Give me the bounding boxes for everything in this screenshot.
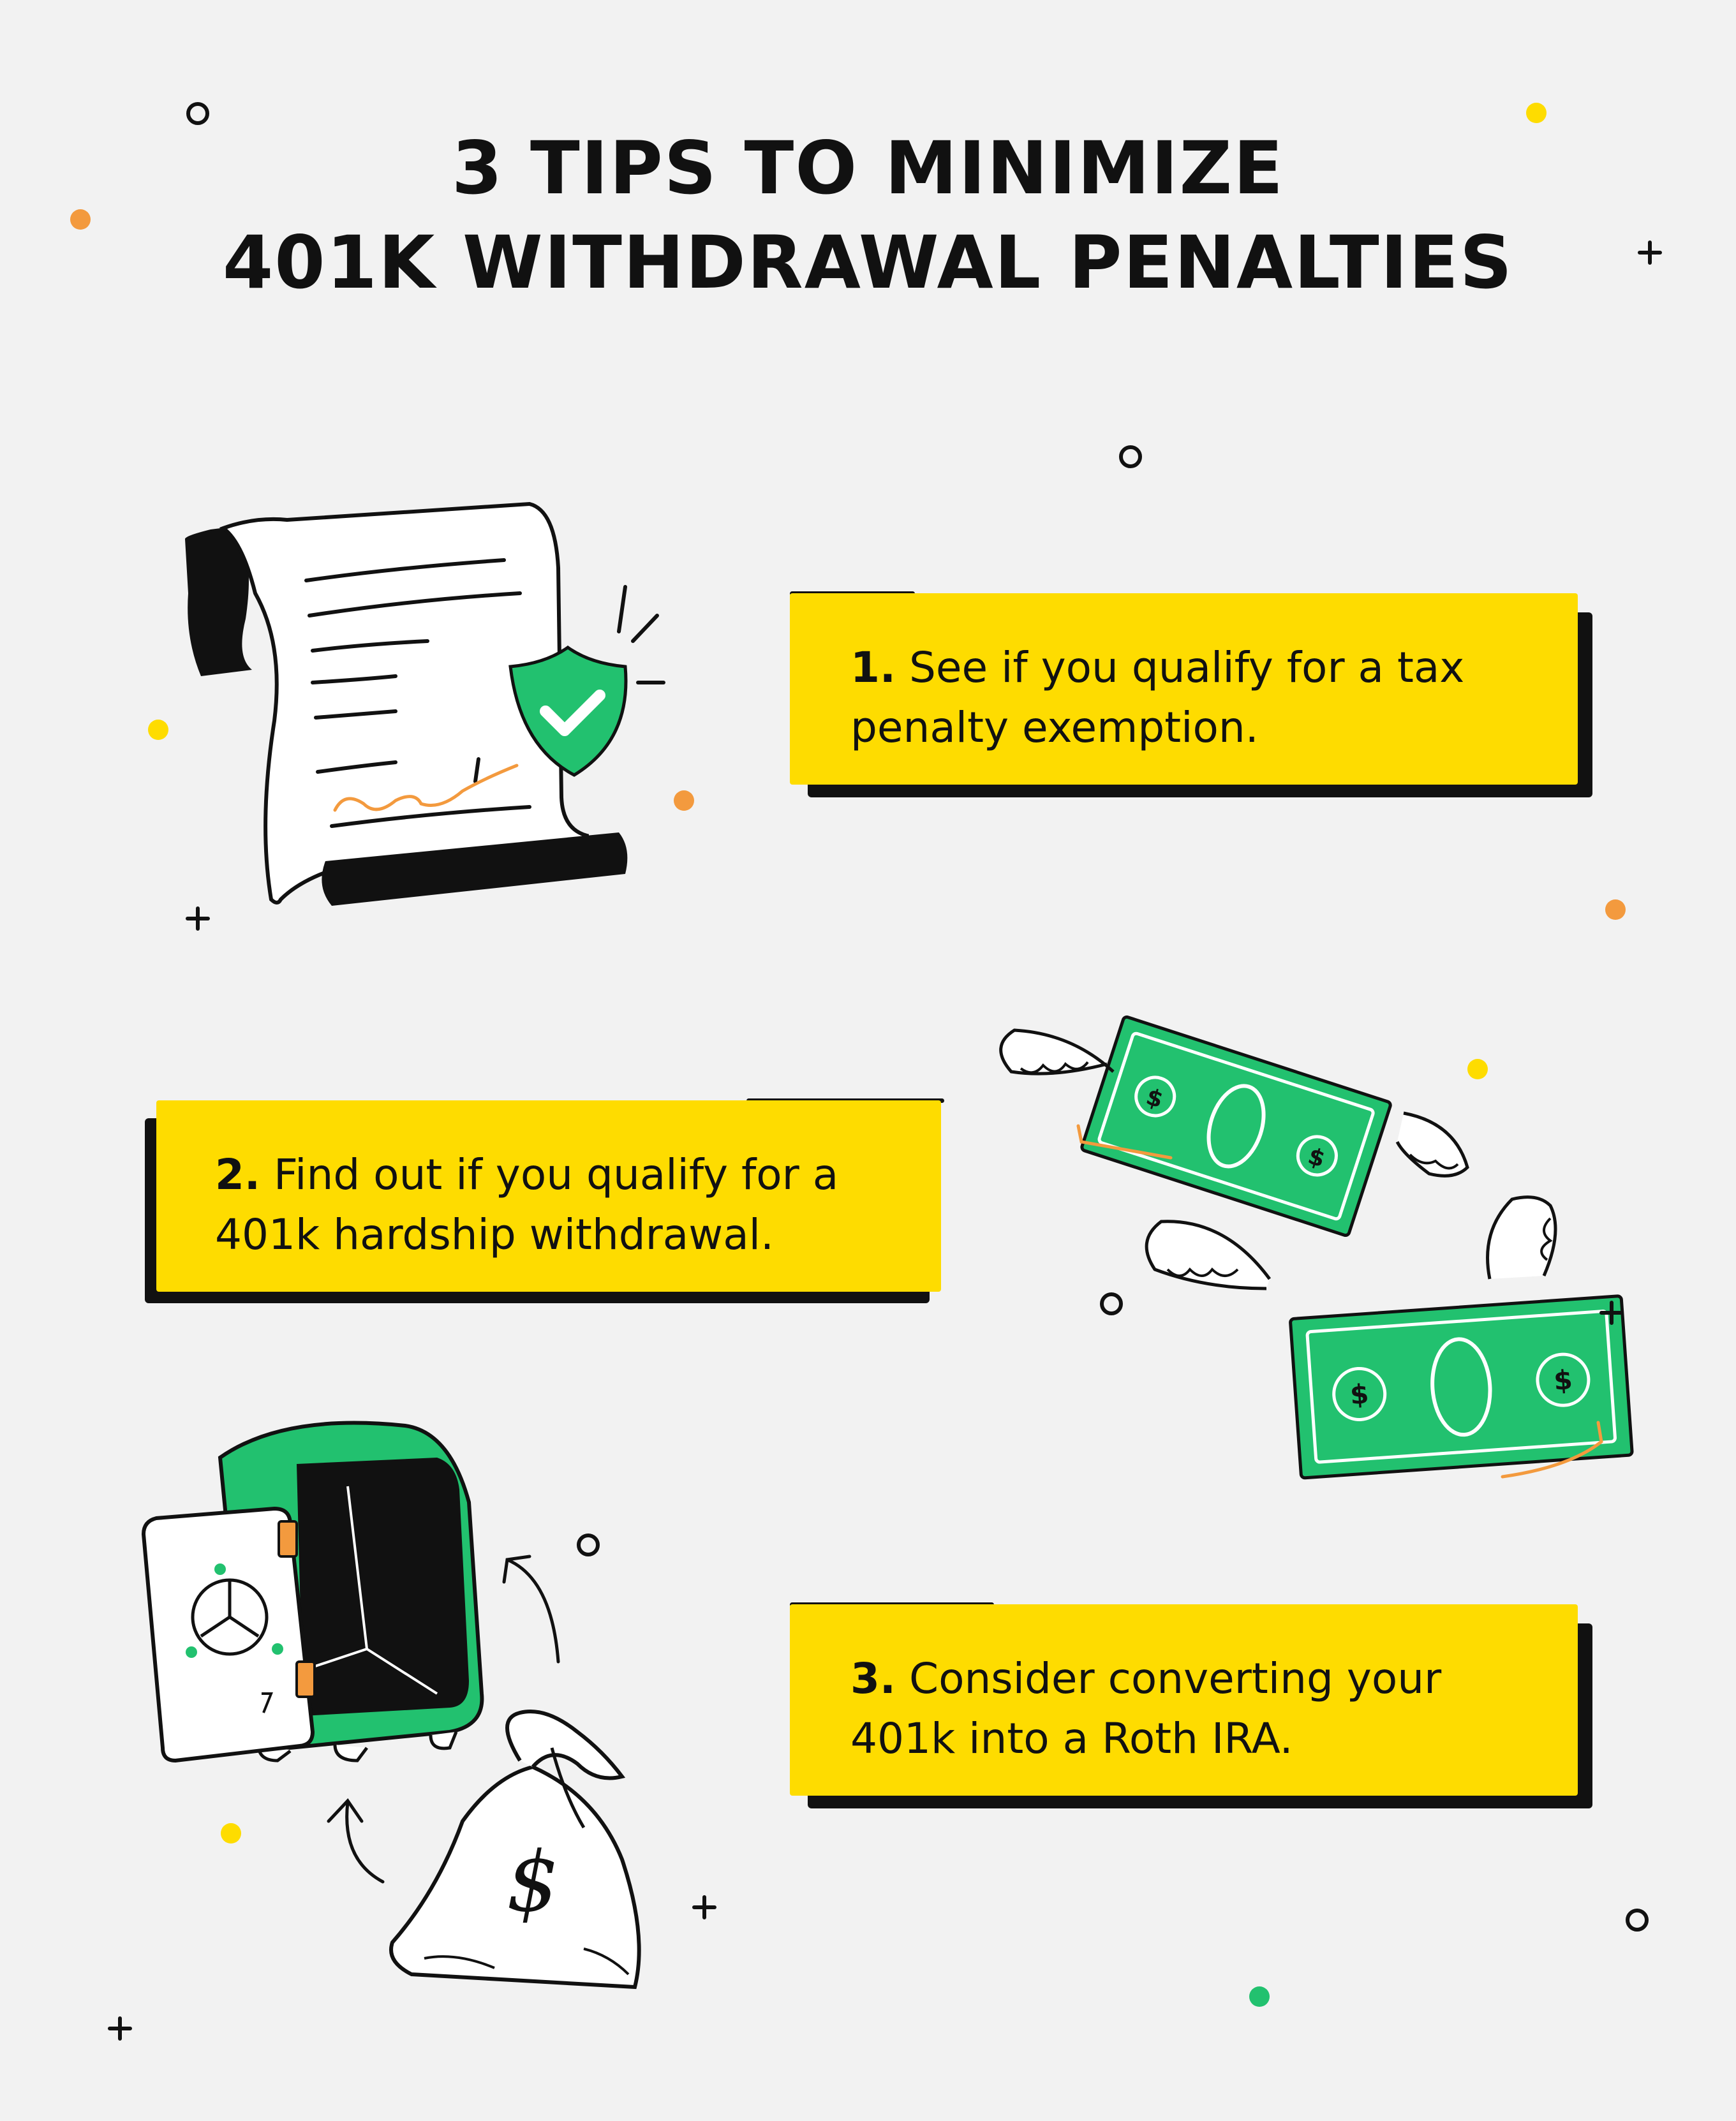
tip-number: 1. <box>850 643 896 692</box>
svg-text:$: $ <box>507 1833 560 1930</box>
open-safe-and-money-bag-icon: $ <box>141 1421 641 1990</box>
tip-text: See if you qualify for a tax <box>909 643 1465 692</box>
tip-number: 2. <box>215 1150 260 1199</box>
title-line-2: 401K WITHDRAWAL PENALTIES <box>222 220 1513 305</box>
svg-text:$: $ <box>1553 1364 1574 1396</box>
page-title: 3 TIPS TO MINIMIZE 401K WITHDRAWAL PENAL… <box>0 121 1736 310</box>
tip-text: Find out if you qualify for a <box>273 1150 839 1199</box>
tip-text-line-1: 1. See if you qualify for a tax <box>850 638 1578 698</box>
tip-card-body: 3. Consider converting your 401k into a … <box>790 1604 1578 1796</box>
flying-dollar-bills-icon: $ $ $ $ <box>999 1015 1634 1480</box>
tip-text-line-1: 3. Consider converting your <box>850 1649 1578 1709</box>
tip-card-body: 2. Find out if you qualify for a 401k ha… <box>156 1100 941 1292</box>
svg-text:$: $ <box>1349 1378 1370 1410</box>
tip-card-body: 1. See if you qualify for a tax penalty … <box>790 593 1578 785</box>
tip-text: Consider converting your <box>909 1654 1442 1703</box>
tip-text-line-2: penalty exemption. <box>850 703 1259 752</box>
tip-text-line-2: 401k into a Roth IRA. <box>850 1714 1293 1763</box>
tip-number: 3. <box>850 1654 896 1703</box>
tip-text-line-1: 2. Find out if you qualify for a <box>215 1145 941 1205</box>
title-line-1: 3 TIPS TO MINIMIZE <box>452 126 1284 211</box>
signed-document-with-shield-icon <box>185 501 665 906</box>
tip-text-line-2: 401k hardship withdrawal. <box>215 1210 774 1259</box>
